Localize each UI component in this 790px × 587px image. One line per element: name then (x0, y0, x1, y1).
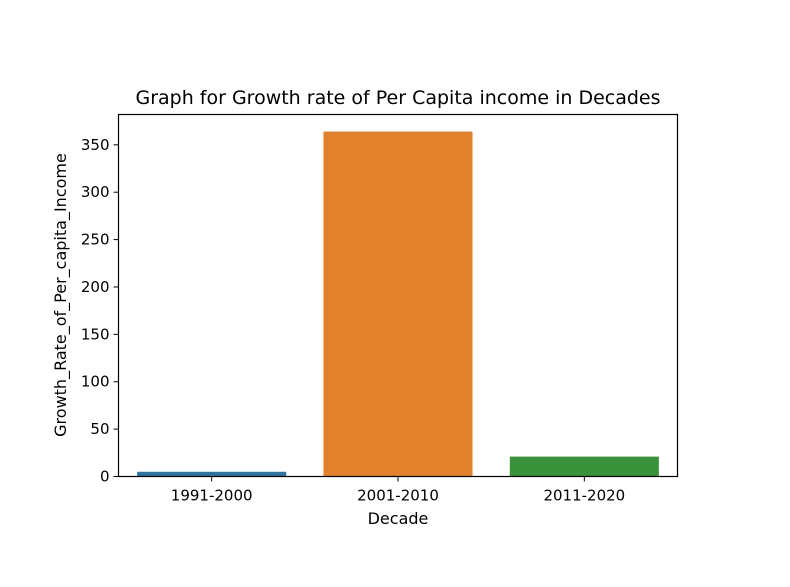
y-axis-label: Growth_Rate_of_Per_capita_Income (51, 153, 71, 437)
y-tick-label: 150 (81, 325, 110, 343)
chart-title: Graph for Growth rate of Per Capita inco… (135, 87, 660, 109)
bar-2001-2010 (323, 131, 473, 477)
y-tick-label: 100 (81, 373, 110, 391)
y-tick-label: 0 (100, 468, 110, 486)
y-tick-label: 50 (90, 420, 109, 438)
x-tick-label: 1991-2000 (171, 487, 253, 505)
axes-frame (117, 113, 679, 478)
bar-1991-2000 (137, 471, 287, 477)
x-axis-label: Decade (368, 509, 429, 528)
y-tick-label: 250 (81, 231, 110, 249)
x-axis: 1991-2000 2001-2010 2011-2020 (171, 476, 625, 505)
x-tick-label: 2001-2010 (357, 487, 439, 505)
plot-area (137, 131, 659, 477)
y-tick-label: 350 (81, 136, 110, 154)
y-tick-label: 300 (81, 183, 110, 201)
y-axis: 0 50 100 150 200 250 300 350 (81, 136, 119, 486)
x-tick-label: 2011-2020 (543, 487, 625, 505)
bar-2011-2020 (509, 456, 659, 477)
y-tick-label: 200 (81, 278, 110, 296)
